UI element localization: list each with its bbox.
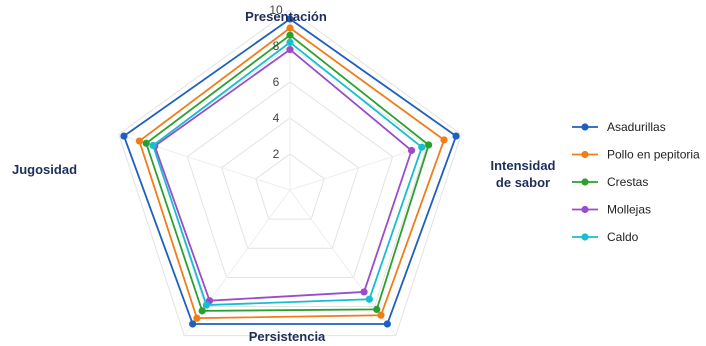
grid-ring-6: [186, 81, 394, 278]
series-line-mollejas: [153, 48, 413, 302]
data-point-pollo-en-pepitoria-4: [135, 137, 143, 145]
legend: Asadurillas Pollo en pepitoria Crestas Moll…: [572, 120, 700, 244]
grid-ring-10: [118, 9, 462, 337]
series-line-caldo: [152, 41, 423, 306]
legend-label-asadurillas: Asadurillas: [607, 120, 666, 134]
series-pollo-en-pepitoria: [135, 24, 448, 322]
data-point-pollo-en-pepitoria-1: [440, 136, 448, 144]
legend-item-asadurillas: Asadurillas: [572, 120, 666, 134]
axis-label-intensidad-line-2: de sabor: [496, 175, 550, 190]
legend-swatch-marker-pollo-en-pepitoria: [581, 150, 589, 159]
grid-ring-2: [255, 153, 325, 220]
data-point-caldo-1: [418, 143, 426, 151]
legend-item-pollo-en-pepitoria: Pollo en pepitoria: [572, 148, 700, 162]
data-point-pollo-en-pepitoria-0: [286, 24, 294, 32]
data-point-caldo-0: [286, 38, 294, 47]
axis-label-jugosidad: Jugosidad: [12, 162, 77, 177]
series-caldo: [149, 38, 426, 309]
series-crestas: [142, 31, 433, 315]
legend-label-crestas: Crestas: [607, 175, 648, 189]
legend-label-pollo-en-pepitoria: Pollo en pepitoria: [607, 148, 700, 162]
data-point-asadurillas-1: [452, 132, 460, 140]
series-mollejas: [151, 46, 416, 305]
axis-label-persistencia: Persistencia: [249, 329, 326, 344]
legend-item-crestas: Crestas: [572, 175, 648, 189]
legend-label-mollejas: Mollejas: [607, 203, 651, 217]
axis-label-intensidad-line-1: Intensidad: [490, 158, 555, 173]
axis-label-layer: Presentación Intensidad de sabor Persiste…: [12, 9, 556, 344]
data-point-pollo-en-pepitoria-2: [377, 311, 385, 319]
data-point-mollejas-1: [407, 146, 416, 155]
tick-label-8: 8: [273, 39, 280, 53]
tick-label-4: 4: [273, 111, 280, 125]
legend-swatch-marker-mollejas: [581, 205, 589, 214]
legend-swatch-marker-asadurillas: [581, 123, 589, 131]
data-point-pollo-en-pepitoria-3: [193, 314, 201, 322]
data-point-asadurillas-0: [286, 15, 294, 23]
data-point-asadurillas-2: [383, 320, 391, 328]
series-line-crestas: [145, 34, 430, 312]
grid-spoke-1: [289, 133, 462, 191]
data-point-caldo-4: [149, 141, 157, 150]
data-point-crestas-2: [373, 305, 381, 314]
tick-layer: 2 4 6 8 10: [269, 3, 283, 161]
data-point-crestas-3: [198, 307, 206, 315]
legend-swatch-marker-crestas: [581, 178, 589, 186]
grid-ring-4: [220, 117, 360, 249]
legend-item-caldo: Caldo: [572, 230, 639, 244]
data-point-asadurillas-3: [189, 320, 197, 328]
data-point-crestas-4: [142, 139, 150, 147]
legend-item-mollejas: Mollejas: [572, 203, 651, 217]
tick-label-6: 6: [273, 75, 280, 89]
data-point-caldo-2: [365, 295, 373, 303]
legend-label-caldo: Caldo: [607, 230, 639, 244]
axis-label-presentacion: Presentación: [245, 9, 327, 24]
axis-label-intensidad-de-sabor: Intensidad de sabor: [490, 158, 555, 190]
grid-spoke-3: [183, 189, 291, 336]
legend-swatch-marker-caldo: [581, 233, 589, 241]
data-point-crestas-1: [425, 141, 433, 149]
data-point-caldo-3: [202, 301, 211, 309]
grid-layer: [118, 9, 462, 337]
data-point-asadurillas-4: [120, 132, 128, 140]
series-layer: [120, 15, 460, 328]
tick-label-10: 10: [269, 3, 283, 17]
series-line-pollo-en-pepitoria: [138, 27, 445, 320]
series-asadurillas: [120, 15, 460, 328]
tick-label-2: 2: [273, 147, 280, 161]
data-point-mollejas-2: [360, 288, 368, 296]
data-point-crestas-0: [286, 31, 294, 39]
data-point-mollejas-0: [286, 46, 294, 54]
series-line-asadurillas: [123, 18, 457, 325]
